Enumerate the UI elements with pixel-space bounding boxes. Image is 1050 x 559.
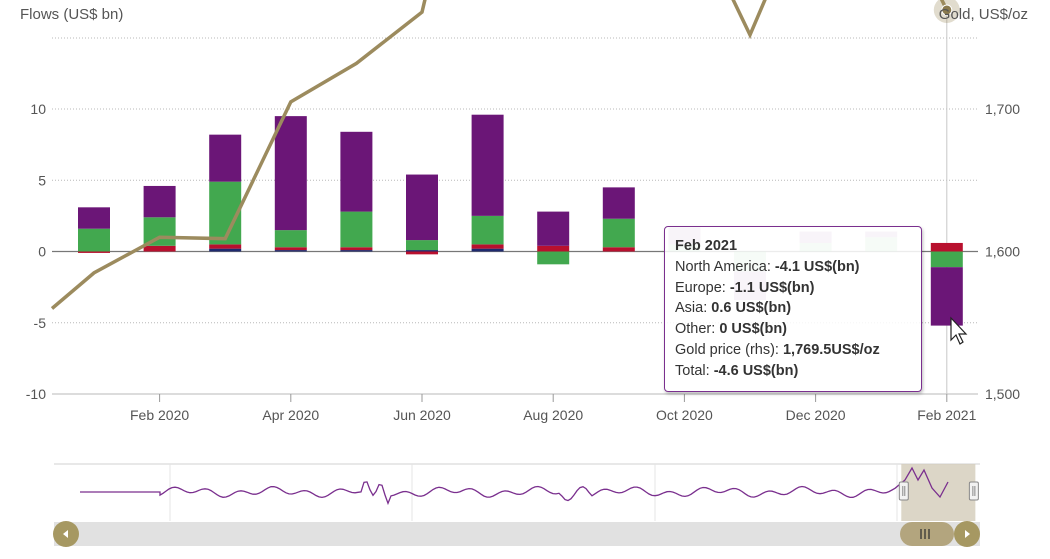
right-axis-title: Gold, US$/oz xyxy=(938,6,1028,23)
bar-north-america[interactable] xyxy=(209,134,242,182)
navigator-series-line xyxy=(80,466,949,506)
hover-marker xyxy=(941,4,953,16)
left-tick-label: 10 xyxy=(30,101,46,117)
gold-price-series-line[interactable] xyxy=(50,0,949,310)
scrollbar-track[interactable] xyxy=(54,522,980,546)
left-tick-label: -10 xyxy=(26,386,46,402)
bar-other[interactable] xyxy=(340,250,373,252)
bar-asia[interactable] xyxy=(602,247,635,252)
tooltip-row-other: Other: 0 US$(bn) xyxy=(675,321,787,338)
tooltip-row-total: Total: -4.6 US$(bn) xyxy=(675,362,799,379)
mouse-cursor-icon xyxy=(950,316,968,345)
bar-europe[interactable] xyxy=(78,228,110,252)
bar-asia[interactable] xyxy=(340,247,373,251)
bar-asia[interactable] xyxy=(406,251,438,255)
bar-other[interactable] xyxy=(471,248,504,252)
bar-europe[interactable] xyxy=(471,215,504,245)
bar-asia[interactable] xyxy=(537,245,570,252)
gold-price-line[interactable] xyxy=(50,0,960,310)
bar-asia[interactable] xyxy=(930,242,963,252)
bar-north-america[interactable] xyxy=(340,131,373,212)
x-tick-label: Apr 2020 xyxy=(262,407,319,423)
bar-north-america[interactable] xyxy=(78,207,110,229)
navigator-right-handle[interactable] xyxy=(968,481,979,501)
bar-other[interactable] xyxy=(274,250,307,252)
tooltip-title: Feb 2021 xyxy=(675,238,738,254)
bar-europe[interactable] xyxy=(930,251,963,268)
arrow-left-icon xyxy=(63,530,68,538)
bar-north-america[interactable] xyxy=(602,187,635,219)
tooltip: Feb 2021 North America: -4.1 US$(bn) Eur… xyxy=(664,226,922,392)
x-tick-label: Oct 2020 xyxy=(656,407,713,423)
bar-north-america[interactable] xyxy=(274,116,307,231)
bar-europe[interactable] xyxy=(602,218,635,248)
bar-asia[interactable] xyxy=(274,247,307,251)
x-tick-label: Dec 2020 xyxy=(786,407,846,423)
bar-europe[interactable] xyxy=(537,251,570,265)
bar-asia[interactable] xyxy=(471,244,504,249)
left-tick-label: 5 xyxy=(38,172,46,188)
x-tick-label: Aug 2020 xyxy=(523,407,583,423)
bar-europe[interactable] xyxy=(340,211,373,248)
scrollbar-thumb[interactable] xyxy=(900,522,954,546)
bar-north-america[interactable] xyxy=(143,185,176,218)
bar-europe[interactable] xyxy=(143,217,176,246)
bar-north-america[interactable] xyxy=(471,114,504,216)
bar-north-america[interactable] xyxy=(406,174,438,241)
grid-lines xyxy=(52,14,978,395)
bar-europe[interactable] xyxy=(274,230,307,248)
x-tick-label: Feb 2020 xyxy=(130,407,189,423)
bar-asia[interactable] xyxy=(143,245,176,252)
tooltip-row-asia: Asia: 0.6 US$(bn) xyxy=(675,300,792,317)
bar-asia[interactable] xyxy=(78,251,110,253)
tooltip-row-europe: Europe: -1.1 US$(bn) xyxy=(675,279,815,296)
arrow-right-icon xyxy=(965,530,970,538)
left-tick-label: -5 xyxy=(34,315,47,331)
x-tick-label: Jun 2020 xyxy=(393,407,451,423)
navigator-left-handle[interactable] xyxy=(898,481,909,501)
bar-asia[interactable] xyxy=(209,244,242,249)
left-axis-title: Flows (US$ bn) xyxy=(20,6,124,23)
tooltip-row-north-america: North America: -4.1 US$(bn) xyxy=(675,258,860,275)
bar-north-america[interactable] xyxy=(930,267,963,326)
left-tick-label: 0 xyxy=(38,244,46,260)
x-tick-label: Feb 2021 xyxy=(917,407,976,423)
x-axis: Feb 2020 Apr 2020 Jun 2020 Aug 2020 Oct 2020… xyxy=(130,316,977,423)
right-tick-label: 1,700 xyxy=(985,101,1020,117)
tooltip-row-gold-price: Gold price (rhs): 1,769.5US$/oz xyxy=(675,341,880,358)
bar-north-america[interactable] xyxy=(537,211,570,246)
right-tick-label: 1,600 xyxy=(985,244,1020,260)
left-axis-ticks: 10 5 0 -5 -10 xyxy=(26,101,46,402)
bar-europe[interactable] xyxy=(406,240,438,251)
navigator-selected-range[interactable] xyxy=(901,464,976,521)
bar-other[interactable] xyxy=(406,250,438,252)
navigator[interactable] xyxy=(53,463,980,547)
right-tick-label: 1,500 xyxy=(985,386,1020,402)
bar-other[interactable] xyxy=(209,248,242,252)
